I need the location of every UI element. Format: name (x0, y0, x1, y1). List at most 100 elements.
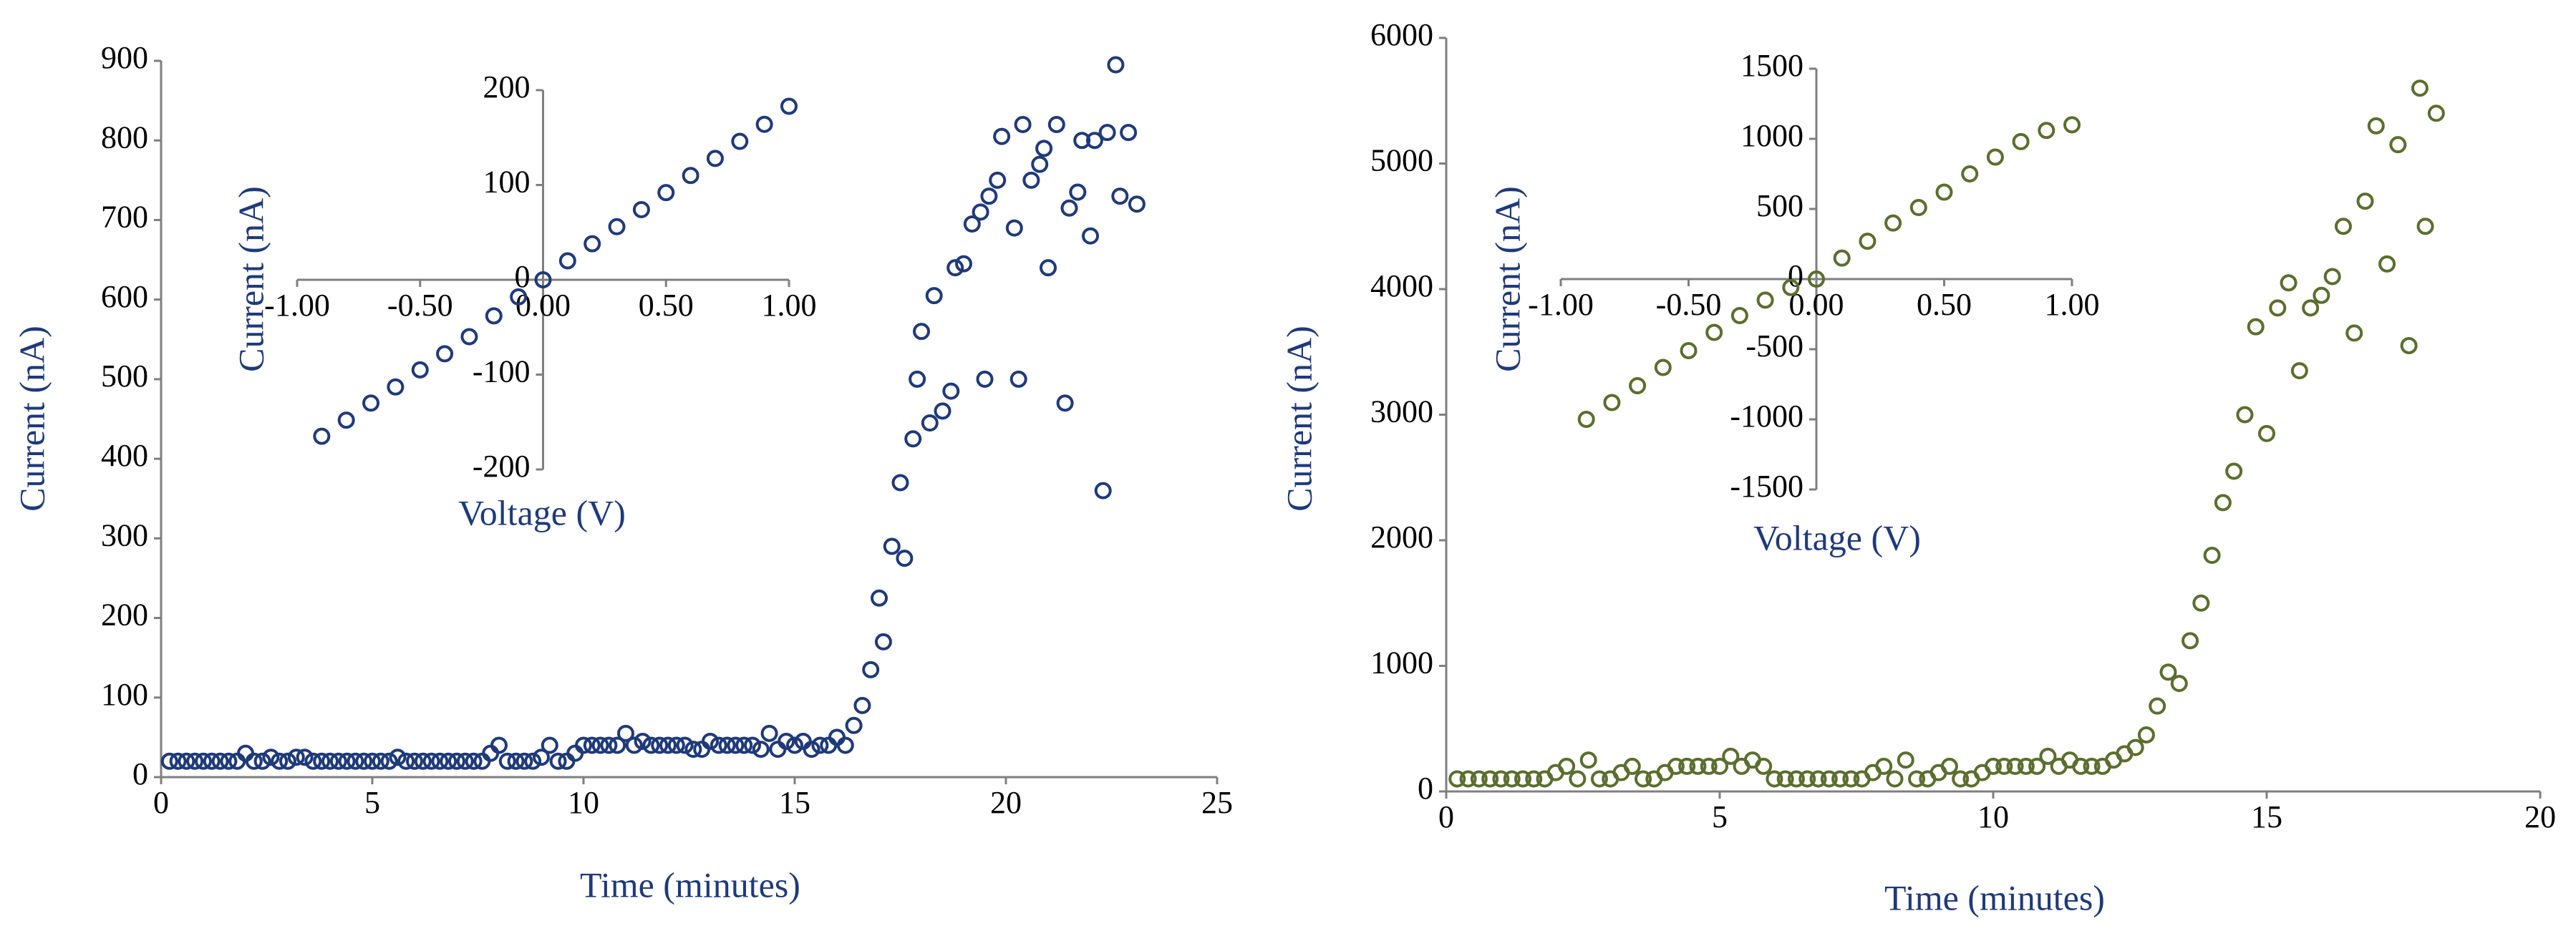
point (769, 741, 787, 759)
point (271, 752, 289, 770)
point (1035, 140, 1053, 157)
point (436, 345, 454, 363)
point (1705, 323, 1723, 341)
point (1525, 770, 1543, 788)
point (2302, 299, 2320, 317)
point (780, 97, 798, 115)
point (659, 736, 677, 754)
point (625, 736, 643, 754)
point (727, 736, 745, 754)
point (245, 752, 263, 770)
point (853, 696, 871, 714)
x-tick-label: 25 (1201, 785, 1233, 820)
x-tick-label: -0.50 (1656, 287, 1722, 322)
point (752, 741, 770, 759)
point (634, 732, 652, 750)
point (1884, 214, 1902, 232)
x-tick-label: 20 (2524, 799, 2556, 834)
point (862, 660, 880, 678)
x-tick-label: 0.00 (1789, 287, 1844, 322)
point (211, 752, 229, 770)
point (828, 728, 846, 746)
x-axis-title: Voltage (V) (1753, 517, 1921, 557)
x-tick-label: 20 (990, 785, 1022, 820)
point (1667, 757, 1685, 775)
point (387, 378, 405, 396)
point (2182, 632, 2199, 650)
point (2225, 462, 2243, 480)
point (337, 411, 355, 429)
point (2017, 757, 2035, 775)
point (731, 132, 749, 150)
point (591, 736, 609, 754)
point (329, 752, 347, 770)
point (1579, 751, 1597, 769)
y-tick-label: 300 (101, 517, 148, 552)
point (237, 744, 254, 762)
y-tick-label: 800 (101, 120, 148, 155)
x-tick-label: 0.50 (1917, 287, 1972, 322)
point (925, 287, 943, 305)
point (1009, 370, 1027, 388)
point (651, 736, 669, 754)
point (397, 752, 415, 770)
point (980, 187, 998, 205)
point (1481, 770, 1499, 788)
x-tick-label: 5 (364, 785, 380, 820)
x-tick-label: 0.50 (639, 288, 694, 323)
point (1766, 770, 1783, 788)
point (755, 115, 773, 133)
point (1787, 770, 1805, 788)
point (372, 752, 389, 770)
point (913, 323, 930, 341)
y-tick-label: 900 (101, 40, 148, 75)
point (2236, 406, 2254, 424)
point (1897, 751, 1914, 769)
point (448, 752, 465, 770)
point (1111, 187, 1129, 205)
point (972, 203, 989, 221)
x-tick-label: -1.00 (1528, 287, 1594, 322)
point (380, 752, 398, 770)
point (921, 414, 939, 432)
point (1678, 757, 1696, 775)
point (2028, 757, 2046, 775)
point (510, 288, 528, 306)
point (1908, 770, 1926, 788)
point (321, 752, 339, 770)
point (583, 736, 601, 754)
point (976, 370, 994, 388)
y-tick-label: 200 (101, 598, 148, 633)
point (362, 394, 380, 412)
y-tick-label: 0 (132, 756, 148, 791)
point (1448, 770, 1466, 788)
point (1798, 770, 1816, 788)
point (1577, 411, 1595, 428)
point (702, 732, 719, 750)
point (2269, 299, 2287, 317)
point (2137, 726, 2155, 744)
point (1756, 291, 1774, 309)
point (710, 736, 727, 754)
point (891, 474, 909, 492)
point (347, 752, 364, 770)
point (803, 741, 820, 759)
point (1082, 227, 1099, 245)
point (1820, 770, 1838, 788)
point (1909, 199, 1927, 217)
point (845, 716, 863, 734)
point (203, 752, 221, 770)
point (1711, 757, 1728, 775)
point (2367, 117, 2385, 135)
point (1952, 770, 1970, 788)
point (2378, 255, 2396, 273)
point (1831, 770, 1849, 788)
point (364, 752, 381, 770)
point (411, 361, 429, 379)
point (1005, 219, 1023, 237)
y-tick-label: 5000 (1370, 143, 1433, 178)
point (2280, 274, 2297, 292)
point (706, 150, 724, 167)
point (485, 307, 503, 325)
